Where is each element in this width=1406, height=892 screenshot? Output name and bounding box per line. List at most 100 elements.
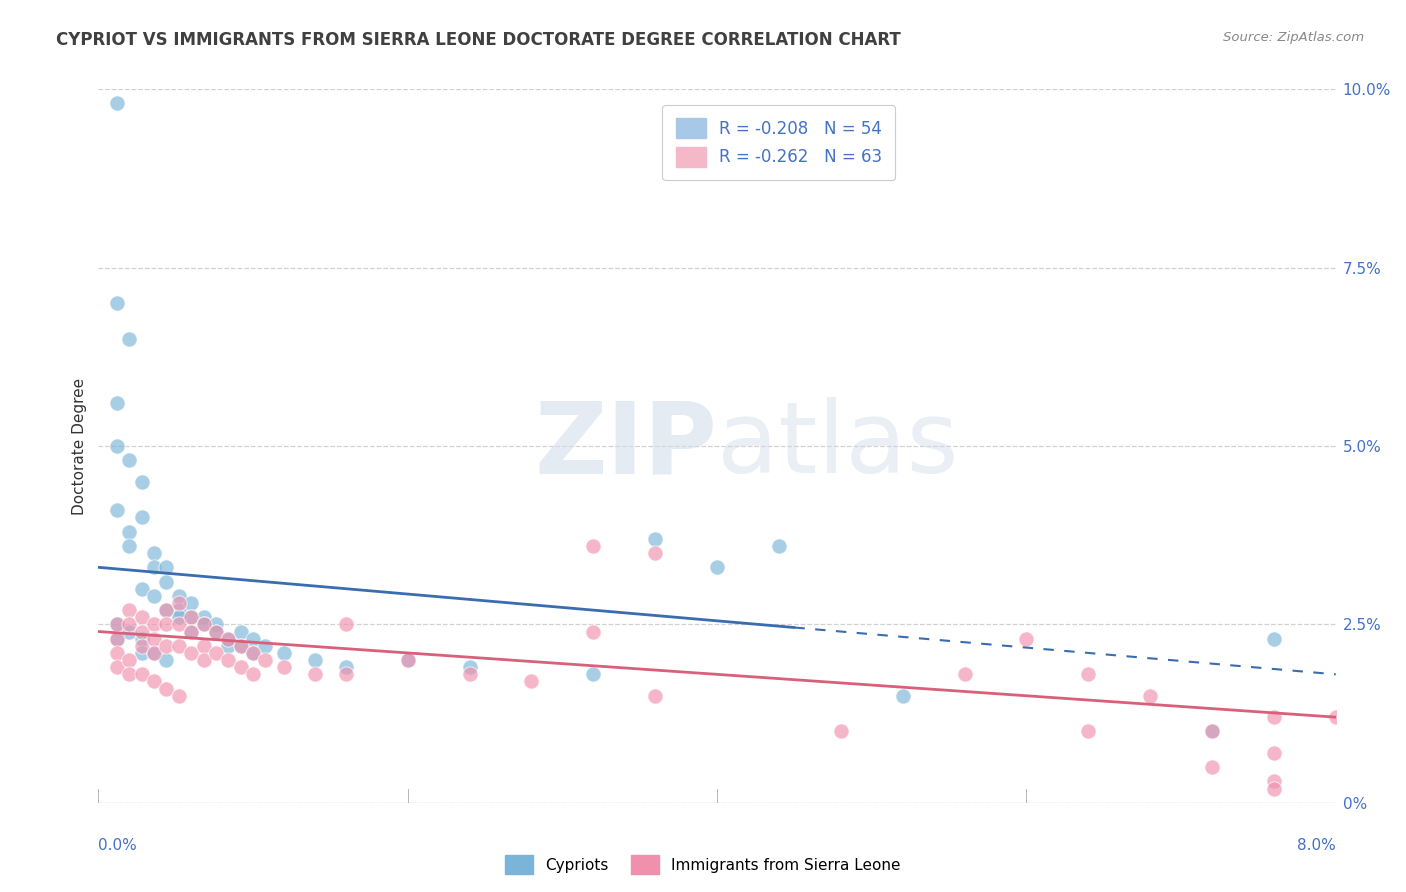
Point bbox=[193, 610, 215, 624]
Point bbox=[193, 639, 215, 653]
Point bbox=[143, 632, 166, 646]
Point bbox=[304, 667, 326, 681]
Point bbox=[1077, 667, 1099, 681]
Point bbox=[1201, 760, 1223, 774]
Point bbox=[105, 632, 128, 646]
Point bbox=[254, 653, 277, 667]
Point bbox=[396, 653, 419, 667]
Point bbox=[155, 603, 177, 617]
Point bbox=[1324, 710, 1347, 724]
Point bbox=[242, 632, 264, 646]
Point bbox=[335, 617, 357, 632]
Point bbox=[217, 632, 239, 646]
Point bbox=[143, 617, 166, 632]
Point bbox=[180, 624, 202, 639]
Point bbox=[229, 639, 252, 653]
Point bbox=[520, 674, 543, 689]
Point bbox=[105, 646, 128, 660]
Point bbox=[118, 453, 141, 467]
Point bbox=[118, 617, 141, 632]
Point bbox=[143, 646, 166, 660]
Point bbox=[167, 610, 190, 624]
Point bbox=[582, 624, 605, 639]
Text: atlas: atlas bbox=[717, 398, 959, 494]
Point bbox=[229, 624, 252, 639]
Point bbox=[118, 653, 141, 667]
Point bbox=[242, 667, 264, 681]
Legend: Cypriots, Immigrants from Sierra Leone: Cypriots, Immigrants from Sierra Leone bbox=[499, 849, 907, 880]
Legend: R = -0.208   N = 54, R = -0.262   N = 63: R = -0.208 N = 54, R = -0.262 N = 63 bbox=[662, 104, 896, 180]
Point bbox=[582, 539, 605, 553]
Point bbox=[105, 96, 128, 111]
Point bbox=[155, 617, 177, 632]
Point bbox=[1263, 781, 1285, 796]
Point bbox=[131, 610, 153, 624]
Point bbox=[644, 546, 666, 560]
Text: Source: ZipAtlas.com: Source: ZipAtlas.com bbox=[1223, 31, 1364, 45]
Text: 8.0%: 8.0% bbox=[1296, 838, 1336, 854]
Point bbox=[1015, 632, 1038, 646]
Point bbox=[768, 539, 790, 553]
Point bbox=[105, 617, 128, 632]
Point bbox=[143, 589, 166, 603]
Point bbox=[180, 610, 202, 624]
Point bbox=[644, 689, 666, 703]
Point bbox=[105, 660, 128, 674]
Point bbox=[335, 667, 357, 681]
Point bbox=[131, 646, 153, 660]
Point bbox=[143, 646, 166, 660]
Point bbox=[205, 624, 228, 639]
Point bbox=[242, 646, 264, 660]
Point bbox=[118, 332, 141, 346]
Point bbox=[118, 603, 141, 617]
Point bbox=[180, 610, 202, 624]
Text: 0.0%: 0.0% bbox=[98, 838, 138, 854]
Point bbox=[193, 617, 215, 632]
Point bbox=[1263, 746, 1285, 760]
Point bbox=[105, 632, 128, 646]
Point bbox=[143, 560, 166, 574]
Point bbox=[335, 660, 357, 674]
Point bbox=[155, 681, 177, 696]
Point bbox=[131, 475, 153, 489]
Point bbox=[167, 589, 190, 603]
Point bbox=[193, 617, 215, 632]
Point bbox=[180, 646, 202, 660]
Point bbox=[891, 689, 914, 703]
Point bbox=[180, 624, 202, 639]
Point bbox=[143, 546, 166, 560]
Point bbox=[131, 624, 153, 639]
Point bbox=[1263, 774, 1285, 789]
Point bbox=[242, 646, 264, 660]
Point bbox=[229, 660, 252, 674]
Point bbox=[1201, 724, 1223, 739]
Point bbox=[1077, 724, 1099, 739]
Point bbox=[217, 653, 239, 667]
Point bbox=[304, 653, 326, 667]
Point bbox=[644, 532, 666, 546]
Point bbox=[131, 639, 153, 653]
Point bbox=[167, 596, 190, 610]
Point bbox=[155, 574, 177, 589]
Point bbox=[167, 617, 190, 632]
Point bbox=[118, 524, 141, 539]
Point bbox=[180, 596, 202, 610]
Point bbox=[458, 660, 481, 674]
Point bbox=[105, 439, 128, 453]
Point bbox=[105, 396, 128, 410]
Point bbox=[131, 632, 153, 646]
Point bbox=[1263, 710, 1285, 724]
Point bbox=[273, 660, 295, 674]
Point bbox=[273, 646, 295, 660]
Point bbox=[155, 603, 177, 617]
Point bbox=[118, 624, 141, 639]
Point bbox=[131, 667, 153, 681]
Point bbox=[143, 674, 166, 689]
Point bbox=[217, 639, 239, 653]
Point bbox=[118, 539, 141, 553]
Y-axis label: Doctorate Degree: Doctorate Degree bbox=[72, 377, 87, 515]
Point bbox=[155, 639, 177, 653]
Point bbox=[155, 560, 177, 574]
Text: CYPRIOT VS IMMIGRANTS FROM SIERRA LEONE DOCTORATE DEGREE CORRELATION CHART: CYPRIOT VS IMMIGRANTS FROM SIERRA LEONE … bbox=[56, 31, 901, 49]
Text: ZIP: ZIP bbox=[534, 398, 717, 494]
